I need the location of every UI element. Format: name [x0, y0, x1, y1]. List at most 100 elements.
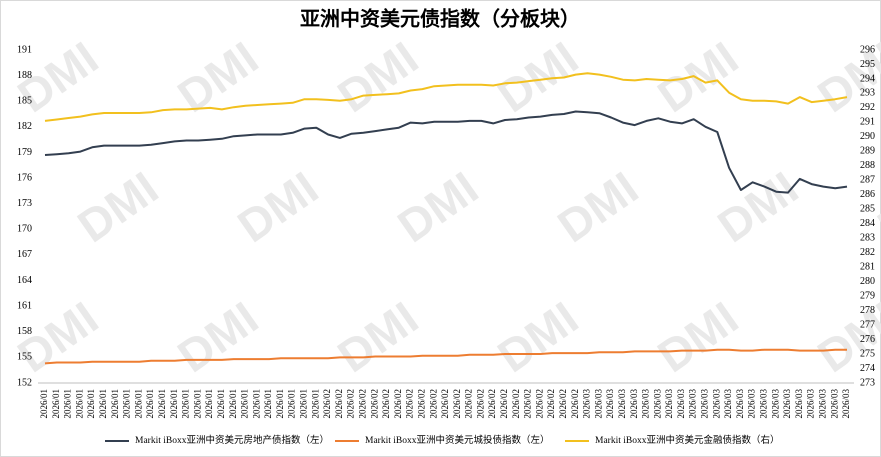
x-tick-label: 2026/02: [570, 389, 580, 419]
y-tick-label: 185: [17, 96, 32, 107]
x-tick-label: 2026/01: [39, 389, 49, 419]
y-tick-label: 158: [17, 326, 32, 337]
y-tick-label: 161: [17, 300, 32, 311]
legend-label: Markit iBoxx亚洲中资美元金融债指数（右）: [595, 434, 779, 446]
x-tick-label: 2026/02: [358, 389, 368, 419]
x-tick-label: 2026/02: [499, 389, 509, 419]
chart-title: 亚洲中资美元债指数（分板块）: [300, 7, 580, 31]
y2-tick-label: 290: [860, 131, 875, 142]
x-tick-label: 2026/01: [74, 389, 84, 419]
y2-tick-label: 277: [860, 319, 875, 330]
y-tick-label: 179: [17, 147, 32, 158]
x-tick-label: 2026/01: [145, 389, 155, 419]
y2-tick-label: 288: [860, 160, 875, 171]
x-tick-label: 2026/03: [617, 389, 627, 419]
x-tick-label: 2026/03: [747, 389, 757, 419]
legend-label: Markit iBoxx亚洲中资美元房地产债指数（左）: [135, 434, 329, 446]
x-tick-label: 2026/02: [452, 389, 462, 419]
series-line: [44, 348, 847, 365]
y2-tick-label: 282: [860, 247, 875, 258]
x-tick-label: 2026/01: [240, 389, 250, 419]
y2-tick-label: 275: [860, 348, 875, 359]
x-tick-label: 2026/03: [829, 389, 839, 419]
x-tick-label: 2026/02: [416, 389, 426, 419]
x-tick-label: 2026/03: [817, 389, 827, 419]
x-tick-label: 2026/01: [216, 389, 226, 419]
x-tick-label: 2026/02: [393, 389, 403, 419]
y2-tick-label: 279: [860, 290, 875, 301]
y-tick-label: 167: [17, 249, 32, 260]
x-tick-label: 2026/03: [700, 389, 710, 419]
x-tick-label: 2026/03: [688, 389, 698, 419]
x-tick-label: 2026/02: [440, 389, 450, 419]
x-tick-label: 2026/01: [86, 389, 96, 419]
legend-label: Markit iBoxx亚洲中资美元城投债指数（左）: [365, 434, 549, 446]
x-tick-label: 2026/03: [841, 389, 851, 419]
y2-tick-label: 294: [860, 73, 875, 84]
x-tick-label: 2026/01: [275, 389, 285, 419]
y2-tick-label: 278: [860, 305, 875, 316]
y2-tick-label: 291: [860, 117, 875, 128]
x-tick-label: 2026/01: [63, 389, 73, 419]
x-tick-label: 2026/01: [133, 389, 143, 419]
x-tick-label: 2026/02: [487, 389, 497, 419]
x-tick-label: 2026/03: [806, 389, 816, 419]
x-tick-label: 2026/02: [546, 389, 556, 419]
y2-tick-label: 292: [860, 102, 875, 113]
y2-tick-label: 289: [860, 146, 875, 157]
x-tick-label: 2026/01: [251, 389, 261, 419]
x-tick-label: 2026/03: [770, 389, 780, 419]
y-tick-label: 191: [17, 44, 32, 55]
x-tick-label: 2026/03: [711, 389, 721, 419]
x-tick-label: 2026/03: [664, 389, 674, 419]
x-tick-label: 2026/01: [122, 389, 132, 419]
y2-tick-label: 295: [860, 59, 875, 70]
y2-tick-label: 293: [860, 88, 875, 99]
x-tick-label: 2026/03: [723, 389, 733, 419]
x-tick-label: 2026/01: [299, 389, 309, 419]
x-tick-label: 2026/02: [369, 389, 379, 419]
x-tick-label: 2026/02: [464, 389, 474, 419]
x-tick-label: 2026/03: [605, 389, 615, 419]
x-tick-label: 2026/03: [582, 389, 592, 419]
y2-tick-label: 284: [860, 218, 875, 229]
y-tick-label: 170: [17, 224, 32, 235]
x-tick-label: 2026/01: [181, 389, 191, 419]
x-tick-label: 2026/01: [98, 389, 108, 419]
x-tick-label: 2026/01: [310, 389, 320, 419]
x-tick-label: 2026/01: [287, 389, 297, 419]
y2-tick-label: 281: [860, 261, 875, 272]
x-tick-label: 2026/01: [263, 389, 273, 419]
y2-tick-label: 273: [860, 377, 875, 388]
x-tick-label: 2026/03: [782, 389, 792, 419]
x-tick-label: 2026/01: [192, 389, 202, 419]
x-tick-label: 2026/02: [381, 389, 391, 419]
x-tick-label: 2026/02: [475, 389, 485, 419]
y-tick-label: 152: [17, 377, 32, 388]
x-tick-label: 2026/01: [228, 389, 238, 419]
x-tick-label: 2026/02: [523, 389, 533, 419]
x-tick-label: 2026/03: [593, 389, 603, 419]
x-tick-label: 2026/03: [735, 389, 745, 419]
x-tick-label: 2026/02: [558, 389, 568, 419]
y-tick-label: 176: [17, 172, 32, 183]
x-tick-label: 2026/02: [322, 389, 332, 419]
y2-tick-label: 276: [860, 334, 875, 345]
x-tick-label: 2026/03: [794, 389, 804, 419]
x-tick-label: 2026/02: [428, 389, 438, 419]
y-tick-label: 188: [17, 70, 32, 81]
x-tick-label: 2026/01: [157, 389, 167, 419]
x-tick-label: 2026/02: [511, 389, 521, 419]
y-tick-label: 173: [17, 198, 32, 209]
y-tick-label: 155: [17, 352, 32, 363]
y2-tick-label: 287: [860, 175, 875, 186]
y2-tick-label: 283: [860, 233, 875, 244]
x-tick-label: 2026/02: [346, 389, 356, 419]
x-tick-label: 2026/02: [334, 389, 344, 419]
y2-tick-label: 274: [860, 363, 875, 374]
y2-tick-label: 296: [860, 44, 875, 55]
x-tick-label: 2026/03: [629, 389, 639, 419]
x-tick-label: 2026/02: [405, 389, 415, 419]
x-tick-label: 2026/02: [534, 389, 544, 419]
